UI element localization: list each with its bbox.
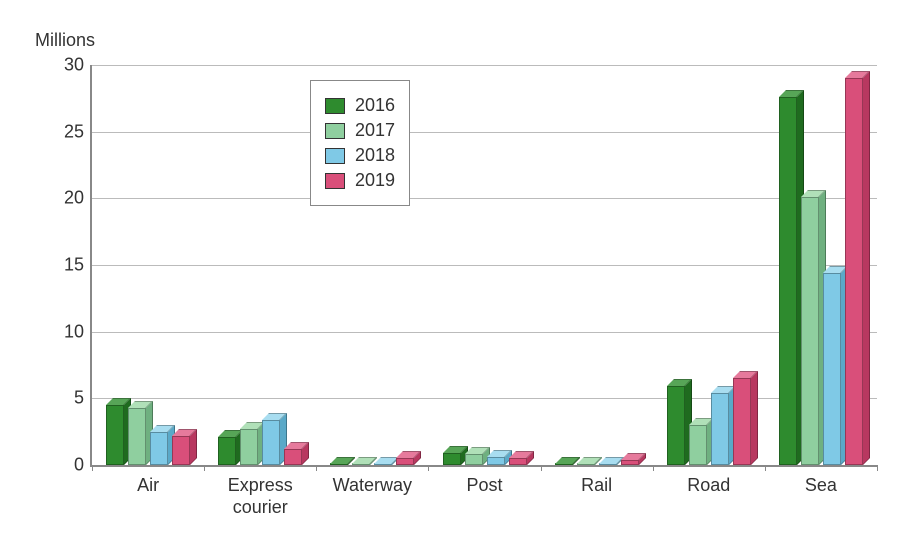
y-tick-label: 30 xyxy=(64,55,84,76)
bar xyxy=(667,386,685,465)
bar xyxy=(128,408,146,465)
legend-swatch xyxy=(325,173,345,189)
x-axis-label: Post xyxy=(466,475,502,497)
legend-label: 2016 xyxy=(355,95,395,116)
bar xyxy=(733,378,751,465)
grid-line xyxy=(92,132,877,133)
bar xyxy=(823,273,841,465)
legend-swatch xyxy=(325,148,345,164)
legend-item: 2017 xyxy=(325,120,395,141)
y-axis-title: Millions xyxy=(35,30,95,51)
x-tick xyxy=(653,465,654,471)
bar xyxy=(711,393,729,465)
y-tick-label: 20 xyxy=(64,188,84,209)
bar xyxy=(599,464,617,465)
grid-line xyxy=(92,198,877,199)
bar xyxy=(845,78,863,465)
y-tick-label: 15 xyxy=(64,255,84,276)
legend-label: 2019 xyxy=(355,170,395,191)
bar xyxy=(374,464,392,465)
bar xyxy=(330,464,348,465)
x-tick xyxy=(316,465,317,471)
x-tick xyxy=(428,465,429,471)
bar xyxy=(218,437,236,465)
y-tick-label: 25 xyxy=(64,121,84,142)
x-axis-label: Rail xyxy=(581,475,612,497)
legend: 2016 2017 2018 2019 xyxy=(310,80,410,206)
grid-line xyxy=(92,332,877,333)
x-axis-label: Waterway xyxy=(333,475,412,497)
bar xyxy=(689,425,707,465)
legend-swatch xyxy=(325,123,345,139)
x-tick xyxy=(92,465,93,471)
x-tick xyxy=(765,465,766,471)
grid-line xyxy=(92,65,877,66)
legend-label: 2017 xyxy=(355,120,395,141)
x-axis-label: Air xyxy=(137,475,159,497)
x-axis-label: Sea xyxy=(805,475,837,497)
bar xyxy=(172,436,190,465)
bar xyxy=(555,464,573,465)
bar xyxy=(396,458,414,465)
x-tick xyxy=(204,465,205,471)
bar xyxy=(621,460,639,465)
bar xyxy=(487,457,505,465)
bar xyxy=(801,197,819,465)
plot-area: 051015202530AirExpress courierWaterwayPo… xyxy=(90,65,877,467)
x-tick xyxy=(541,465,542,471)
bar xyxy=(284,449,302,465)
x-axis-label: Road xyxy=(687,475,730,497)
legend-swatch xyxy=(325,98,345,114)
bar xyxy=(352,464,370,465)
grid-line xyxy=(92,398,877,399)
legend-item: 2016 xyxy=(325,95,395,116)
bar xyxy=(240,429,258,465)
y-tick-label: 10 xyxy=(64,321,84,342)
bar xyxy=(779,97,797,465)
bar xyxy=(106,405,124,465)
chart-container: Millions 051015202530AirExpress courierW… xyxy=(20,20,886,537)
y-tick-label: 5 xyxy=(74,388,84,409)
bar xyxy=(465,454,483,465)
bar xyxy=(443,453,461,465)
bar xyxy=(150,432,168,465)
legend-item: 2019 xyxy=(325,170,395,191)
y-tick-label: 0 xyxy=(74,455,84,476)
legend-label: 2018 xyxy=(355,145,395,166)
bar xyxy=(577,464,595,465)
grid-line xyxy=(92,265,877,266)
x-tick xyxy=(877,465,878,471)
legend-item: 2018 xyxy=(325,145,395,166)
x-axis-label: Express courier xyxy=(228,475,293,518)
bar xyxy=(262,420,280,465)
bar xyxy=(509,458,527,465)
